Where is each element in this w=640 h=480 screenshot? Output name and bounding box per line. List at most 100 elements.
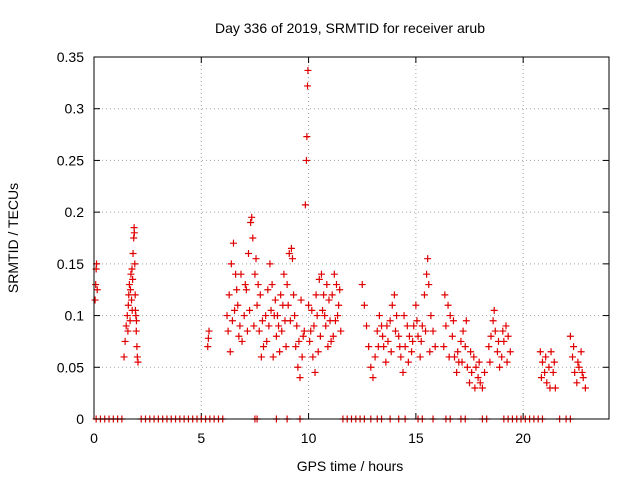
data-point bbox=[418, 322, 426, 330]
data-point bbox=[475, 358, 483, 366]
data-point bbox=[442, 322, 450, 330]
data-point bbox=[246, 306, 254, 314]
data-point bbox=[334, 312, 342, 320]
data-point bbox=[290, 291, 298, 299]
data-point bbox=[579, 374, 587, 382]
data-point bbox=[131, 291, 139, 299]
data-point bbox=[536, 348, 544, 356]
data-point bbox=[228, 317, 236, 325]
data-point bbox=[93, 286, 101, 294]
data-point bbox=[224, 327, 232, 335]
data-point bbox=[413, 317, 421, 325]
data-point bbox=[131, 306, 139, 314]
data-point bbox=[358, 281, 366, 289]
data-points bbox=[91, 66, 589, 423]
data-point bbox=[128, 265, 136, 273]
data-point bbox=[569, 353, 577, 361]
data-point bbox=[275, 322, 283, 330]
x-tick-label: 20 bbox=[515, 430, 531, 446]
data-point bbox=[374, 343, 382, 351]
data-point bbox=[253, 301, 261, 309]
data-point bbox=[282, 343, 290, 351]
x-tick-label: 5 bbox=[197, 430, 205, 446]
data-point bbox=[547, 348, 555, 356]
data-point bbox=[365, 343, 373, 351]
y-tick-label: 0.3 bbox=[65, 101, 85, 117]
data-point bbox=[573, 379, 581, 387]
data-point bbox=[445, 353, 453, 361]
chart-title: Day 336 of 2019, SRMTID for receiver aru… bbox=[215, 20, 485, 36]
data-point bbox=[315, 275, 323, 283]
data-point bbox=[329, 332, 337, 340]
data-point bbox=[412, 301, 420, 309]
data-point bbox=[225, 291, 233, 299]
plot-frame bbox=[93, 56, 610, 420]
data-point bbox=[236, 322, 244, 330]
x-tick-label: 10 bbox=[301, 430, 317, 446]
data-point bbox=[395, 332, 403, 340]
data-point bbox=[331, 317, 339, 325]
data-point bbox=[404, 358, 412, 366]
data-point bbox=[250, 322, 258, 330]
data-point bbox=[267, 306, 275, 314]
data-point bbox=[125, 291, 133, 299]
data-point bbox=[305, 301, 313, 309]
data-point bbox=[489, 317, 497, 325]
data-point bbox=[429, 327, 437, 335]
data-point bbox=[373, 327, 381, 335]
data-point bbox=[256, 291, 264, 299]
data-point bbox=[260, 343, 268, 351]
data-point bbox=[397, 353, 405, 361]
data-point bbox=[269, 353, 277, 361]
data-point bbox=[503, 358, 511, 366]
data-point bbox=[223, 312, 231, 320]
data-point bbox=[297, 296, 305, 304]
data-point bbox=[441, 291, 449, 299]
data-point bbox=[472, 363, 480, 371]
data-point bbox=[130, 229, 138, 237]
data-point bbox=[304, 66, 312, 74]
data-point bbox=[296, 374, 304, 382]
data-point bbox=[491, 327, 499, 335]
data-point bbox=[337, 327, 345, 335]
data-point bbox=[130, 234, 138, 242]
data-point bbox=[235, 332, 243, 340]
data-point bbox=[408, 348, 416, 356]
data-point bbox=[286, 317, 294, 325]
data-point bbox=[298, 353, 306, 361]
data-point bbox=[490, 306, 498, 314]
data-point bbox=[461, 343, 469, 351]
data-point bbox=[129, 275, 137, 283]
data-point bbox=[550, 358, 558, 366]
data-point bbox=[363, 322, 371, 330]
axis-ticks: 0 5 10 15 20 0 0.05 0.1 0.15 0.2 0.25 0.3 0.35 bbox=[57, 49, 609, 446]
data-point bbox=[393, 312, 401, 320]
data-point bbox=[288, 255, 296, 263]
data-point bbox=[423, 270, 431, 278]
data-point bbox=[538, 358, 546, 366]
data-point bbox=[504, 332, 512, 340]
data-point bbox=[126, 286, 134, 294]
data-point bbox=[320, 291, 328, 299]
data-point bbox=[454, 348, 462, 356]
data-point bbox=[205, 327, 213, 335]
data-point bbox=[240, 312, 248, 320]
data-point bbox=[470, 353, 478, 361]
data-point bbox=[502, 322, 510, 330]
data-point bbox=[471, 384, 479, 392]
data-point bbox=[283, 281, 291, 289]
data-point bbox=[506, 348, 514, 356]
data-point bbox=[124, 301, 132, 309]
data-point bbox=[300, 327, 308, 335]
data-point bbox=[293, 322, 301, 330]
data-point bbox=[204, 334, 212, 342]
data-point bbox=[581, 384, 589, 392]
data-point bbox=[574, 358, 582, 366]
data-point bbox=[382, 358, 390, 366]
data-point bbox=[543, 379, 551, 387]
data-point bbox=[542, 353, 550, 361]
data-point bbox=[371, 353, 379, 361]
data-point bbox=[291, 312, 299, 320]
data-point bbox=[254, 281, 262, 289]
data-point bbox=[459, 327, 467, 335]
